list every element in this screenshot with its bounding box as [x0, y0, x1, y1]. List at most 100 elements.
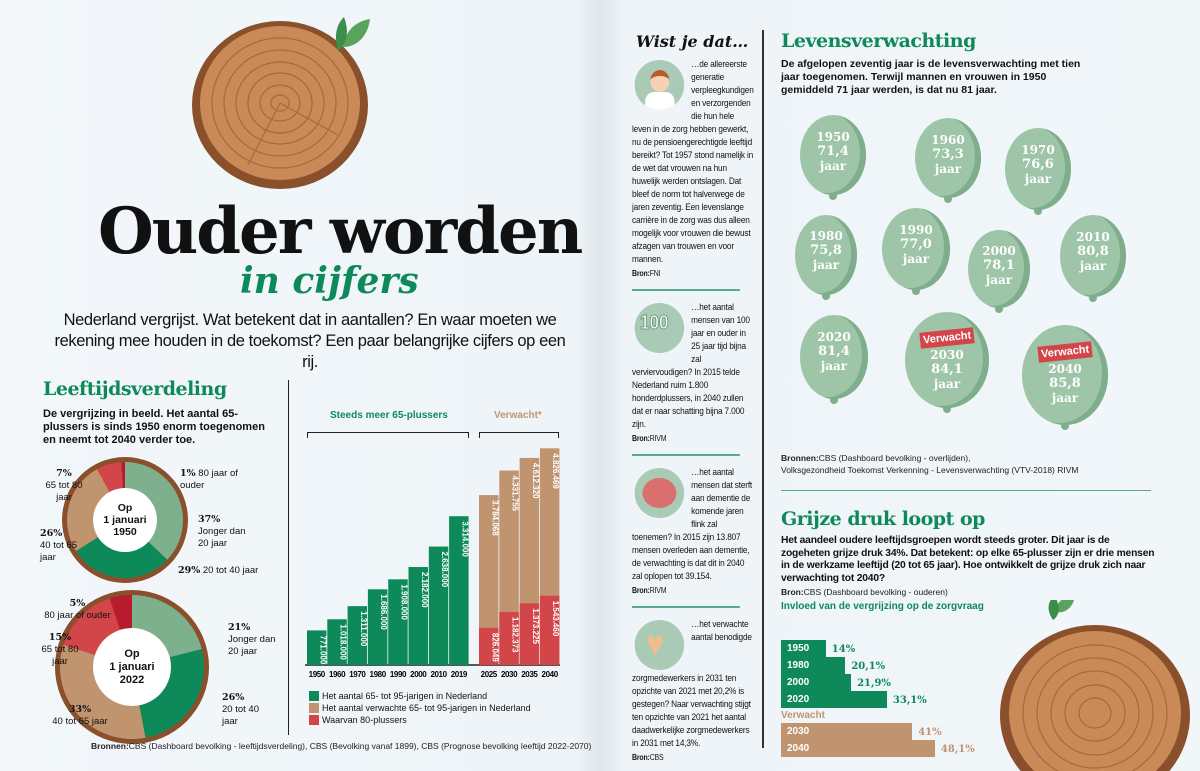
bar-year: 1980	[787, 660, 810, 671]
balloon-year: 2020	[817, 329, 851, 344]
projected-tag: Verwacht	[1037, 341, 1093, 363]
x-tick-label: 1980	[370, 670, 387, 679]
wist-divider	[632, 454, 740, 456]
donut-center-line: 2022	[119, 674, 145, 686]
balloon-year: 2000	[982, 243, 1016, 258]
balloon-unit: jaar	[1024, 171, 1052, 186]
bar-value: 33,1%	[892, 695, 927, 706]
bar-2040-series-2	[539, 595, 560, 665]
birthday-100-icon: 100	[634, 303, 685, 353]
column-divider	[762, 30, 764, 748]
nurse-bride-icon	[634, 60, 685, 110]
balloon-2010: 2010 80,8 jaar	[1060, 215, 1126, 302]
x-tick-label: 2025	[481, 670, 498, 679]
bar-1980: 1980	[781, 657, 846, 674]
balloon-shape	[1005, 128, 1071, 210]
x-tick-label: 1950	[309, 670, 326, 679]
balloon-unit: jaar	[933, 377, 961, 392]
donut-center-line: Op	[117, 502, 133, 514]
balloon-1960: 1960 73,3 jaar	[915, 118, 981, 203]
balloon-year: 1960	[931, 132, 965, 147]
bar-label: 771.000	[318, 635, 327, 664]
intro-text: Nederland vergrijst. Wat betekent dat in…	[54, 311, 566, 371]
bar-2030-series-2	[499, 611, 519, 665]
bar-year: 2020	[787, 694, 810, 705]
donut-label: 1% 80 jaar of ouder	[180, 468, 238, 491]
chart-group-label-historic: Steeds meer 65-plussers	[330, 410, 448, 421]
balloon-knot	[829, 194, 837, 200]
donut-center-line: 1 januari	[109, 661, 155, 673]
donut-segment-3	[63, 598, 120, 655]
bar-label: 1.908.000	[399, 584, 408, 620]
wist-divider	[632, 289, 740, 291]
balloon-2030: Verwacht 2030 84,1 jaar	[905, 312, 989, 413]
projected-tag: Verwacht	[919, 327, 975, 350]
donut-label: 7% 65 tot 80 jaar	[45, 468, 83, 503]
donut-chart-2022	[55, 590, 209, 744]
balloon-year: 1980	[809, 228, 843, 243]
donut-segment-3	[97, 462, 123, 492]
x-tick-label: 2040	[542, 670, 559, 679]
balloon-knot	[830, 398, 838, 404]
balloon-knot	[1089, 296, 1097, 302]
donut-center-line: Op	[124, 648, 140, 660]
donut-segment-0	[125, 462, 183, 560]
donut-center-line: 1950	[113, 526, 137, 538]
x-tick-label: 2010	[430, 670, 447, 679]
balloon-value: 71,4	[817, 143, 849, 159]
donut-label: 26% 20 tot 40 jaar	[222, 692, 259, 727]
bar-2020: 2020	[781, 691, 887, 708]
balloon-value: 80,8	[1077, 243, 1109, 259]
donut-hole	[93, 488, 157, 552]
balloon-year: 2030	[930, 348, 964, 363]
balloon-value: 85,8	[1049, 375, 1081, 391]
balloon-1970: 1970 76,6 jaar	[1005, 128, 1071, 215]
balloon-1980: 1980 75,8 jaar	[795, 215, 857, 300]
bar-label: 1.373.225	[531, 608, 540, 644]
wist-text: …het aantal mensen van 100 jaar en ouder…	[632, 302, 750, 430]
balloon-shape	[968, 230, 1030, 308]
donut-segment-0	[132, 595, 202, 658]
x-tick-label: 2019	[451, 670, 468, 679]
balloon-year: 2040	[1048, 361, 1082, 376]
bar-label: 1.311.000	[359, 611, 368, 647]
donut-chart-1950	[62, 457, 188, 583]
bar-2035-series-2	[519, 603, 540, 665]
donut-hole	[93, 628, 171, 706]
grijs-chart-title: Invloed van de vergrijzing op de zorgvra…	[781, 601, 984, 612]
bar-2030: 2030	[781, 723, 913, 740]
x-tick-label: 1990	[390, 670, 407, 679]
leeftijd-sources: Bronnen:CBS (Dashboard bevolking - leeft…	[91, 741, 592, 751]
section-divider	[781, 490, 1151, 491]
wist-item: ♥ …het verwachte aantal benodigde zorgme…	[632, 618, 754, 763]
wist-heading: Wist je dat…	[636, 32, 749, 51]
balloon-unit: jaar	[1051, 390, 1079, 405]
balloon-shape	[905, 312, 989, 408]
bar-value: 48,1%	[940, 744, 975, 755]
bar-label: 3.784.068	[490, 500, 499, 536]
bar-1960-series-0	[327, 619, 347, 665]
balloon-2020: 2020 81,4 jaar	[800, 315, 868, 404]
balloon-1950: 1950 71,4 jaar	[800, 115, 866, 200]
donut-segment-1	[139, 649, 204, 738]
balloon-shape	[1060, 215, 1126, 297]
balloon-knot	[995, 307, 1003, 313]
balloon-knot	[943, 407, 951, 413]
grijs-heading: Grijze druk loopt op	[781, 508, 985, 530]
balloon-year: 1990	[899, 222, 933, 237]
page-subtitle: in cijfers	[240, 260, 419, 302]
donut-center-2022: Op 1 januari 2022	[102, 648, 162, 687]
heart-icon: ♥	[634, 620, 685, 670]
balloon-shape	[800, 115, 866, 195]
bar-1950-series-0	[307, 630, 327, 665]
leeftijd-heading: Leeftijdsverdeling	[43, 378, 227, 400]
bar-value: 21,9%	[857, 678, 891, 689]
bar-chart: 771.000 1950 1.018.000 1960 1.311.000 1970 1.6…	[305, 448, 560, 679]
donut-label: 5% 80 jaar of ouder	[44, 598, 111, 621]
bar-label: 1.543.460	[551, 601, 560, 637]
bar-label: 2.182.000	[420, 572, 429, 608]
bar-value: 41%	[918, 727, 942, 738]
balloon-year: 1950	[816, 129, 850, 144]
wist-source: Bron:CBS	[632, 753, 664, 762]
wist-divider	[632, 606, 740, 608]
